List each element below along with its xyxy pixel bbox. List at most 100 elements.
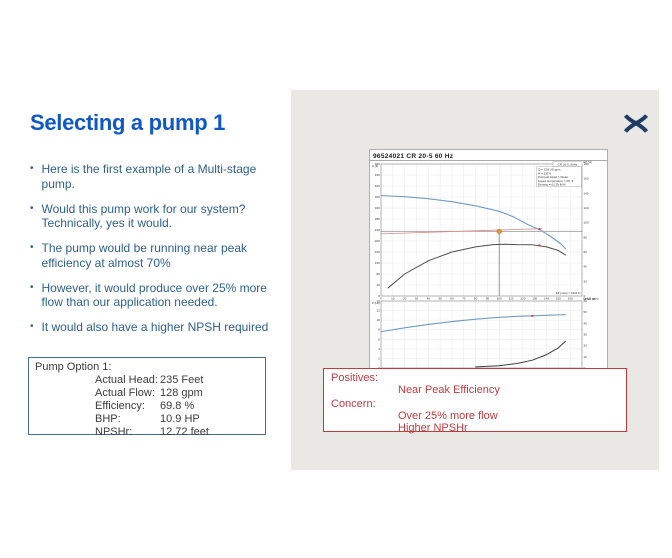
svg-text:120: 120 [584,206,589,210]
svg-text:100: 100 [497,297,502,301]
svg-text:Liquid temperature = 68 °F: Liquid temperature = 68 °F [538,179,574,183]
svg-text:10: 10 [584,355,588,359]
svg-text:160: 160 [584,177,589,181]
svg-text:90: 90 [486,297,490,301]
svg-text:0: 0 [584,294,586,298]
svg-text:P (HP): P (HP) [372,301,380,305]
svg-text:20: 20 [584,344,588,348]
svg-text:CR 20-5, 60Hz: CR 20-5, 60Hz [558,162,578,166]
svg-text:Pumped liquid = Water: Pumped liquid = Water [538,175,568,179]
svg-text:50: 50 [584,310,588,314]
svg-text:50: 50 [438,297,442,301]
svg-text:110: 110 [509,297,514,301]
svg-text:96524021 CR 20-5 60 Hz: 96524021 CR 20-5 60 Hz [373,153,454,160]
svg-text:0: 0 [378,294,380,298]
row-label: Actual Flow: [95,387,155,399]
svg-text:H = 235 ft: H = 235 ft [538,171,551,175]
svg-text:0: 0 [380,297,382,301]
row-value: 235 Feet [160,374,204,386]
concern-item: Higher NPSHr [398,422,468,434]
svg-text:360: 360 [375,195,380,199]
svg-text:8: 8 [378,328,380,332]
list-item: • Here is the first example of a Multi-st… [30,162,273,191]
svg-text:150: 150 [556,297,561,301]
bullet-icon: • [30,202,34,214]
bullet-text: However, it would produce over 25% more … [41,280,267,310]
svg-text:70: 70 [462,297,466,301]
svg-text:200: 200 [375,239,380,243]
assessment-box: Positives: Near Peak Efficiency Concern:… [323,368,627,434]
svg-text:320: 320 [375,206,380,210]
svg-text:60: 60 [450,297,454,301]
row-value: 69.8 % [160,400,195,412]
positive-item: Near Peak Efficiency [398,384,500,396]
svg-text:4: 4 [378,347,380,351]
list-item: • Would this pump work for our system? Te… [30,202,273,231]
row-value: 10.9 HP [160,413,200,425]
svg-text:280: 280 [375,217,380,221]
page-title: Selecting a pump 1 [30,110,226,135]
svg-text:40: 40 [427,297,431,301]
svg-text:100: 100 [584,221,589,225]
pump-option-box: Pump Option 1: Actual Head: 235 Feet Actu… [28,357,266,438]
svg-text:10: 10 [391,297,395,301]
list-item: • However, it would produce over 25% more… [30,281,273,310]
svg-text:H (ft): H (ft) [372,164,378,168]
pump-curve-svg: 96524021 CR 20-5 60 Hz0 10 20 30 40 50 60 70 80 9… [370,153,607,372]
svg-text:12: 12 [376,309,380,313]
table-row: NPSHr: 12.72 feet [35,426,265,439]
bullet-icon: • [30,321,34,332]
table-row: BHP: 10.9 HP [35,413,265,426]
list-item: • The pump would be running near peak eff… [30,241,273,270]
svg-text:130: 130 [532,297,537,301]
svg-text:2: 2 [378,356,380,360]
svg-text:180: 180 [584,162,589,166]
svg-text:80: 80 [584,235,588,239]
svg-text:120: 120 [520,297,525,301]
svg-text:40: 40 [584,265,588,269]
svg-text:40: 40 [376,283,380,287]
svg-text:30: 30 [415,297,419,301]
svg-text:Q (US gpm): Q (US gpm) [584,297,599,301]
bullet-list: • Here is the first example of a Multi-st… [30,162,273,345]
svg-text:140: 140 [544,297,549,301]
table-row: Actual Head: 235 Feet [35,374,265,387]
svg-text:Density = 62.29 lb/ft³: Density = 62.29 lb/ft³ [538,183,566,187]
bullet-text: It would also have a higher NPSH require… [41,320,269,334]
table-row: Actual Flow: 128 gpm [35,387,265,400]
svg-text:Q = 128 US gpm: Q = 128 US gpm [538,168,561,172]
positives-label: Positives: [331,372,379,384]
bullet-text: Would this pump work for our system? Tec… [41,201,246,231]
row-label: Actual Head: [95,374,158,386]
svg-text:NPSH (ft): NPSH (ft) [584,297,596,301]
row-label: Efficiency: [95,400,145,412]
bullet-text: The pump would be running near peak effi… [41,241,247,270]
svg-text:6: 6 [378,337,380,341]
pump-option-title: Pump Option 1: [35,361,112,373]
bullet-icon: • [30,163,34,174]
svg-text:40: 40 [584,321,588,325]
svg-text:20: 20 [584,279,588,283]
svg-text:10: 10 [376,318,380,322]
bullet-text: Here is the first example of a Multi-sta… [41,162,257,191]
table-row: Efficiency: 69.8 % [35,400,265,413]
pump-curve-chart: 96524021 CR 20-5 60 Hz 0 10 20 30 40 50 60 70 80 9… [369,149,608,373]
bullet-icon: • [30,242,34,253]
svg-text:480: 480 [375,162,380,166]
svg-text:80: 80 [376,272,380,276]
svg-text:240: 240 [375,228,380,232]
row-value: 12.72 feet [160,426,209,438]
bullet-icon: • [30,281,34,293]
svg-text:30: 30 [584,333,588,337]
svg-text:160: 160 [568,297,573,301]
svg-text:80: 80 [474,297,478,301]
svg-text:Eff pump = 69.8 %: Eff pump = 69.8 % [556,291,581,295]
svg-text:20: 20 [403,297,407,301]
svg-text:Eff (%): Eff (%) [584,160,593,164]
concern-label: Concern: [331,398,376,410]
concern-item: Over 25% more flow [398,410,498,422]
row-label: BHP: [95,413,121,425]
svg-text:60: 60 [584,299,588,303]
svg-text:440: 440 [375,173,380,177]
svg-text:120: 120 [375,261,380,265]
